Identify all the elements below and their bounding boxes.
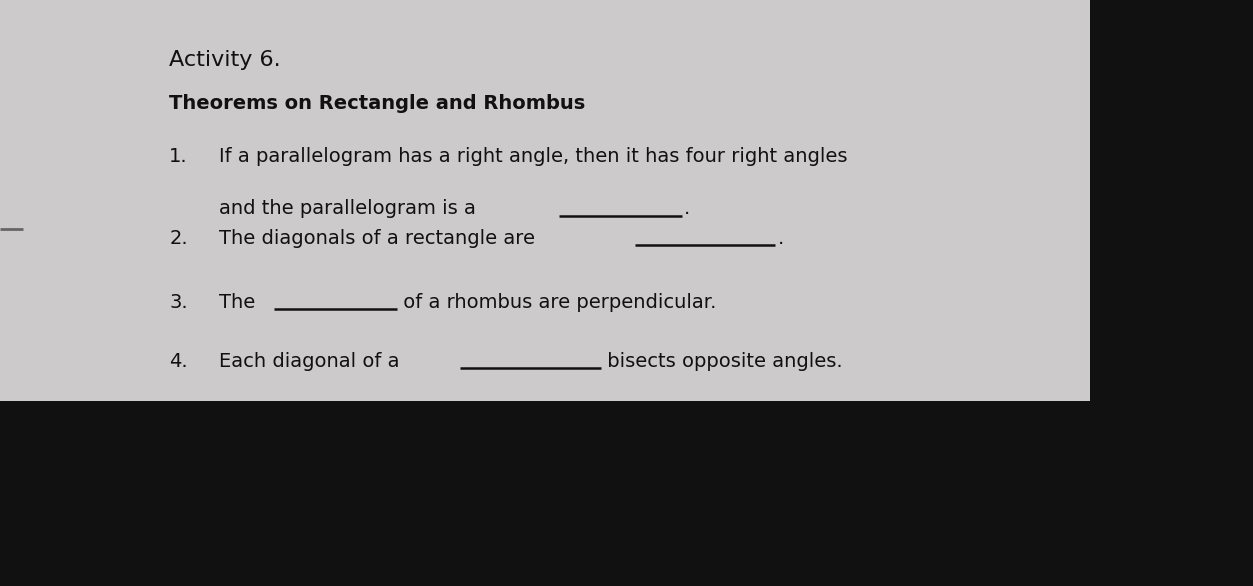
Text: Each diagonal of a: Each diagonal of a: [219, 352, 406, 370]
Bar: [0, 401, 1253, 586]
Bar: [1090, 0, 1253, 586]
Text: Activity 6.: Activity 6.: [169, 50, 281, 70]
Text: Theorems on Rectangle and Rhombus: Theorems on Rectangle and Rhombus: [169, 94, 585, 113]
Text: If a parallelogram has a right angle, then it has four right angles: If a parallelogram has a right angle, th…: [219, 146, 848, 165]
Text: bisects opposite angles.: bisects opposite angles.: [600, 352, 842, 370]
Text: .: .: [778, 229, 784, 247]
Text: .: .: [684, 199, 690, 218]
Bar: [0, 0, 1253, 401]
Text: The: The: [219, 407, 262, 426]
Text: The diagonals of a rectangle are: The diagonals of a rectangle are: [219, 229, 541, 247]
Text: 1.: 1.: [169, 146, 188, 165]
Text: has all the properties of rectangle and rhombus.: has all the properties of rectangle and …: [377, 407, 856, 426]
Text: 2.: 2.: [169, 229, 188, 247]
Text: 3.: 3.: [169, 293, 188, 312]
Text: 4.: 4.: [169, 352, 188, 370]
Text: The: The: [219, 293, 262, 312]
Text: 5.: 5.: [169, 407, 188, 426]
Text: and the parallelogram is a: and the parallelogram is a: [219, 199, 482, 218]
Text: of a rhombus are perpendicular.: of a rhombus are perpendicular.: [397, 293, 717, 312]
